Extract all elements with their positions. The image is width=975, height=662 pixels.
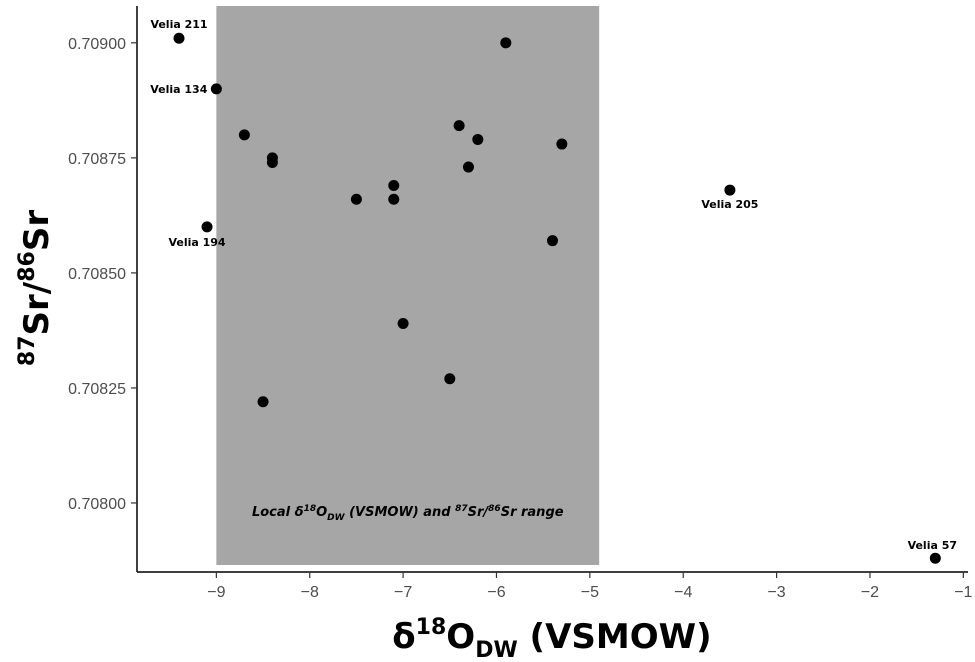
data-points (173, 32, 941, 564)
point-label: Velia 205 (701, 198, 758, 211)
data-point (257, 396, 269, 408)
x-tick-label: −5 (581, 584, 599, 601)
data-point (388, 179, 400, 191)
point-label: Velia 134 (150, 83, 207, 96)
y-tick-label: 0.70900 (68, 36, 126, 53)
y-tick-label: 0.70825 (68, 381, 126, 398)
data-point (547, 235, 558, 247)
local-range-band (216, 6, 600, 565)
x-tick-label: −8 (301, 584, 319, 601)
y-axis-ticks: 0.70800 0.70825 0.70850 0.70875 0.70900 (68, 36, 137, 513)
x-tick-label: −4 (674, 584, 692, 601)
data-point (201, 221, 213, 233)
x-axis-title: δ18ODW (VSMOW) (392, 615, 711, 662)
data-point (238, 129, 250, 141)
x-tick-label: −6 (487, 584, 505, 601)
data-point (397, 318, 409, 330)
y-axis-title: 87Sr/86Sr (15, 210, 57, 366)
x-tick-label: −9 (207, 584, 225, 601)
data-point (350, 193, 362, 205)
point-label: Velia 57 (908, 539, 957, 552)
data-point (266, 156, 278, 168)
y-tick-label: 0.70875 (68, 151, 126, 168)
data-point (210, 83, 222, 95)
data-point (556, 138, 568, 150)
point-labels: Velia 211 Velia 134 Velia 194 Velia 205 Veli… (150, 18, 957, 552)
x-axis-ticks: −9 −8 −7 −6 −5 −4 −3 −2 −1 (207, 572, 973, 601)
y-tick-label: 0.70800 (68, 496, 126, 513)
data-point (724, 184, 736, 196)
local-range-label: Local δ18ODW (VSMOW) and 87Sr/86Sr range (252, 504, 564, 523)
x-tick-label: −7 (394, 584, 412, 601)
x-tick-label: −1 (954, 584, 972, 601)
data-point (453, 120, 465, 132)
data-point (929, 552, 941, 564)
x-tick-label: −3 (767, 584, 785, 601)
x-tick-label: −2 (861, 584, 879, 601)
point-label: Velia 194 (168, 236, 225, 249)
data-point (462, 161, 474, 173)
data-point (173, 32, 185, 44)
data-point (444, 373, 456, 385)
data-point (472, 133, 484, 145)
data-point (388, 193, 400, 205)
y-tick-label: 0.70850 (68, 266, 126, 283)
point-label: Velia 211 (150, 18, 207, 31)
data-point (500, 37, 512, 49)
